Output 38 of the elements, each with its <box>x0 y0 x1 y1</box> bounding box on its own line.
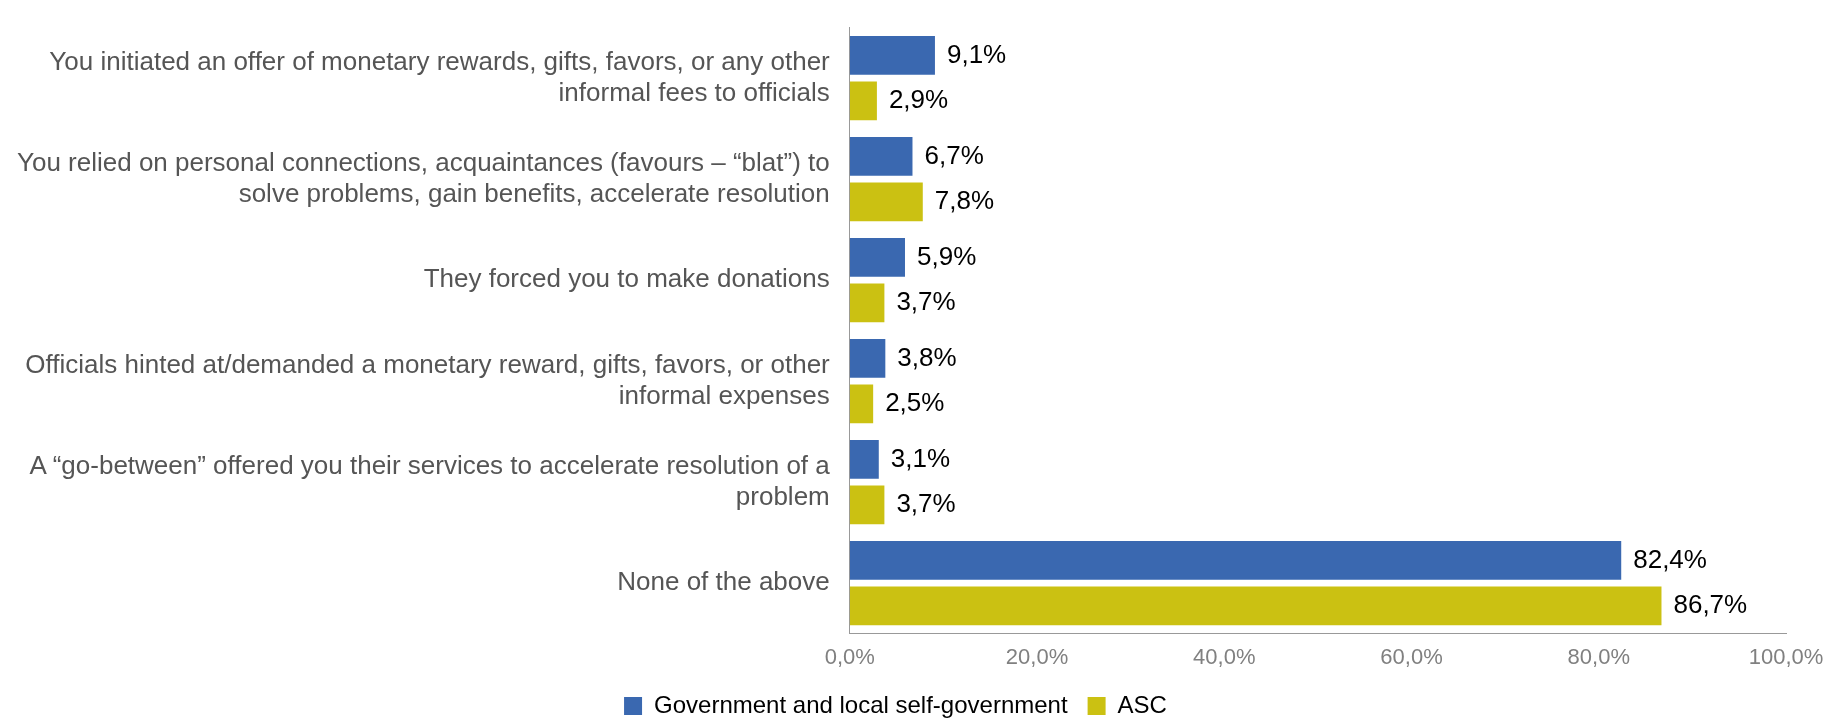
x-tick-label: 100,0% <box>1748 643 1824 669</box>
bar <box>849 238 905 277</box>
x-tick-label: 20,0% <box>1005 643 1069 669</box>
bar <box>849 137 913 176</box>
bar <box>849 283 885 323</box>
bar <box>849 586 1662 626</box>
y-tick-label: Officials hinted at/demanded a monetary reward, gifts, favors, or other informal expenses <box>25 348 831 410</box>
bar <box>849 81 877 121</box>
data-label: 86,7% <box>1673 589 1748 619</box>
bar <box>849 541 1622 580</box>
data-label: 82,4% <box>1633 543 1707 574</box>
y-tick-label: None of the above <box>617 566 830 597</box>
data-label: 9,1% <box>946 38 1007 69</box>
y-tick-label: You initiated an offer of monetary rewards, gifts, favors, or any other informal fees to officials <box>49 45 831 107</box>
bar <box>849 485 885 525</box>
data-label: 3,8% <box>897 341 957 372</box>
bar <box>849 440 879 479</box>
data-label: 6,7% <box>924 139 984 170</box>
y-tick-label: A “go-between” offered you their services to accelerate resolution of a problem <box>29 449 831 511</box>
bar <box>849 36 935 75</box>
x-tick-label: 0,0% <box>824 643 875 669</box>
data-label: 3,7% <box>896 286 956 316</box>
data-label: 3,7% <box>896 488 956 518</box>
legend-label: Government and local self-government <box>654 690 1068 718</box>
data-label: 2,5% <box>885 387 945 417</box>
y-tick-label: You relied on personal connections, acquaintances (favours – “blat”) to solve problems, gain benefits, accelerate resolution <box>16 146 830 208</box>
x-tick-label: 80,0% <box>1567 643 1630 669</box>
legend-label: ASC <box>1117 690 1167 718</box>
data-label: 2,9% <box>888 84 949 114</box>
data-label: 5,9% <box>916 240 977 271</box>
bar <box>849 384 874 424</box>
data-label: 7,8% <box>934 185 995 215</box>
x-tick-label: 60,0% <box>1380 643 1443 669</box>
y-tick-label: They forced you to make donations <box>423 263 830 294</box>
x-tick-label: 40,0% <box>1193 643 1256 669</box>
data-label: 3,1% <box>890 442 951 473</box>
bar <box>849 339 886 378</box>
bar <box>849 182 923 222</box>
